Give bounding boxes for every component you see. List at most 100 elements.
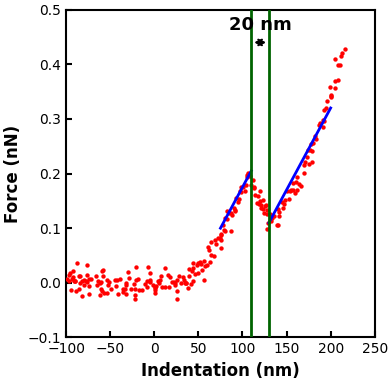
Point (323, 98, 330, 104)
Point (264, 225, 270, 232)
Point (76, 286, 83, 292)
Point (112, 277, 118, 283)
Point (131, 281, 137, 287)
Point (243, 182, 249, 188)
Point (262, 203, 268, 209)
Point (267, 218, 274, 224)
Point (250, 177, 256, 184)
Point (100, 273, 107, 280)
Point (258, 202, 264, 208)
Point (86, 283, 92, 289)
Point (172, 280, 178, 286)
Point (287, 188, 293, 194)
Point (232, 195, 239, 201)
Point (174, 295, 180, 301)
Point (72, 278, 78, 284)
Point (165, 272, 171, 278)
Point (104, 290, 110, 296)
Point (309, 147, 315, 154)
Point (87, 275, 94, 281)
Point (308, 141, 314, 147)
Point (108, 286, 114, 292)
Point (208, 252, 214, 258)
Point (200, 277, 207, 283)
Point (147, 270, 153, 276)
Point (261, 210, 268, 216)
Point (263, 202, 269, 208)
Point (98, 285, 104, 291)
Point (86, 291, 92, 297)
Point (212, 237, 218, 243)
Point (152, 285, 158, 291)
Point (279, 205, 286, 211)
Point (301, 159, 308, 165)
Point (172, 282, 178, 288)
Point (117, 276, 123, 283)
Point (281, 201, 287, 207)
Point (274, 222, 280, 228)
Point (94, 282, 100, 288)
Point (312, 133, 318, 139)
Point (68, 287, 74, 293)
Point (185, 285, 191, 291)
Point (77, 280, 83, 286)
Point (258, 205, 265, 211)
Point (205, 244, 212, 250)
Point (263, 212, 270, 218)
Point (240, 184, 246, 190)
Point (155, 278, 161, 284)
Point (114, 277, 120, 283)
Point (309, 159, 316, 165)
Point (338, 53, 345, 59)
Point (257, 188, 263, 194)
Point (84, 279, 90, 285)
Point (328, 93, 334, 99)
Point (305, 161, 312, 167)
Point (198, 261, 204, 267)
Point (182, 280, 188, 286)
Point (132, 293, 138, 299)
Point (238, 184, 244, 190)
Point (213, 241, 219, 247)
Point (81, 281, 87, 288)
Point (320, 124, 327, 130)
Point (206, 247, 212, 253)
X-axis label: Indentation (nm): Indentation (nm) (141, 362, 300, 380)
Point (66, 278, 72, 284)
Point (260, 207, 266, 213)
Point (236, 195, 242, 202)
Point (132, 286, 138, 293)
Point (245, 170, 252, 176)
Point (301, 170, 307, 176)
Point (156, 280, 162, 286)
Point (237, 188, 243, 194)
Point (294, 174, 300, 180)
Point (145, 264, 151, 270)
Point (186, 273, 192, 279)
Point (73, 288, 80, 295)
Point (153, 283, 159, 289)
Point (115, 291, 122, 298)
Point (320, 118, 327, 124)
Point (327, 84, 333, 90)
Point (158, 284, 165, 290)
Point (133, 277, 140, 283)
Point (328, 94, 335, 100)
Point (229, 212, 235, 218)
Point (84, 272, 91, 278)
Point (199, 267, 205, 273)
Point (316, 122, 322, 128)
Point (208, 238, 214, 245)
Point (267, 210, 273, 217)
Point (335, 77, 341, 83)
Point (307, 147, 313, 153)
Point (339, 50, 345, 56)
Point (265, 220, 272, 226)
Point (189, 260, 196, 266)
Point (201, 258, 207, 264)
Point (305, 147, 311, 154)
Point (150, 282, 156, 288)
Y-axis label: Force (nN): Force (nN) (4, 124, 22, 223)
Point (215, 235, 221, 241)
Point (158, 273, 164, 279)
